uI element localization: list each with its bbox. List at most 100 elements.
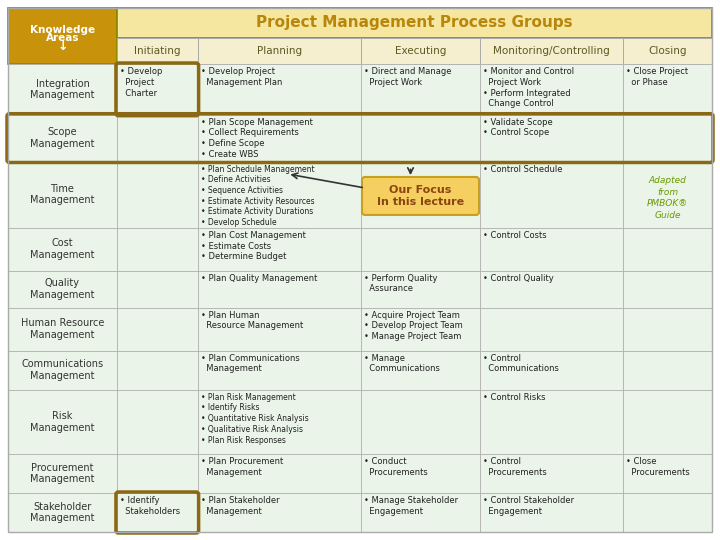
Bar [197, 350, 361, 390]
Text: Integration
Management: Integration Management [30, 78, 95, 100]
Text: • Plan Procurement
  Management: • Plan Procurement Management [201, 457, 283, 477]
Bar [361, 161, 480, 228]
Bar [8, 8, 117, 64]
Bar [624, 228, 712, 271]
Bar [117, 64, 197, 114]
Bar [117, 271, 197, 308]
Text: • Plan Stakeholder
  Management: • Plan Stakeholder Management [201, 496, 279, 516]
Text: Closing: Closing [649, 46, 687, 56]
Text: Cost
Management: Cost Management [30, 239, 95, 260]
Text: Monitoring/Controlling: Monitoring/Controlling [493, 46, 610, 56]
Bar [624, 38, 712, 64]
Text: ↓: ↓ [57, 39, 68, 52]
Bar [197, 114, 361, 161]
Bar [8, 454, 117, 493]
Text: Initiating: Initiating [134, 46, 181, 56]
Text: • Plan Schedule Management
• Define Activities
• Sequence Activities
• Estimate : • Plan Schedule Management • Define Acti… [201, 165, 314, 227]
Bar [117, 493, 197, 532]
Bar [624, 493, 712, 532]
Text: • Develop
  Project
  Charter: • Develop Project Charter [120, 67, 162, 98]
Bar [361, 308, 480, 350]
Bar [117, 228, 197, 271]
Bar [624, 454, 712, 493]
Text: Adapted
from
PMBOK®
Guide: Adapted from PMBOK® Guide [647, 176, 688, 220]
Text: • Control Stakeholder
  Engagement: • Control Stakeholder Engagement [483, 496, 574, 516]
Bar [480, 38, 624, 64]
Bar [361, 390, 480, 454]
Bar [8, 493, 117, 532]
FancyBboxPatch shape [362, 177, 479, 215]
Bar [480, 64, 624, 114]
Bar [117, 350, 197, 390]
Text: Project Management Process Groups: Project Management Process Groups [256, 16, 573, 30]
Text: Scope
Management: Scope Management [30, 127, 95, 149]
Bar [361, 114, 480, 161]
Bar [480, 114, 624, 161]
Text: • Control
  Communications: • Control Communications [483, 354, 559, 373]
Text: Quality
Management: Quality Management [30, 279, 95, 300]
Text: • Manage
  Communications: • Manage Communications [364, 354, 440, 373]
Text: • Conduct
  Procurements: • Conduct Procurements [364, 457, 428, 477]
Bar [197, 64, 361, 114]
Bar [8, 114, 117, 161]
Text: Risk
Management: Risk Management [30, 411, 95, 433]
Text: • Acquire Project Team
• Develop Project Team
• Manage Project Team: • Acquire Project Team • Develop Project… [364, 310, 463, 341]
Text: • Plan Scope Management
• Collect Requirements
• Define Scope
• Create WBS: • Plan Scope Management • Collect Requir… [201, 118, 312, 159]
Bar [480, 308, 624, 350]
Bar [624, 271, 712, 308]
Bar [624, 390, 712, 454]
Bar [480, 493, 624, 532]
Bar [361, 38, 480, 64]
Bar [624, 350, 712, 390]
Bar [197, 271, 361, 308]
Text: • Validate Scope
• Control Scope: • Validate Scope • Control Scope [483, 118, 553, 138]
Bar [8, 161, 117, 228]
Text: • Identify
  Stakeholders: • Identify Stakeholders [120, 496, 180, 516]
Bar [8, 228, 117, 271]
Bar [480, 271, 624, 308]
Bar [624, 64, 712, 114]
Text: • Plan Quality Management: • Plan Quality Management [201, 274, 317, 283]
Bar [8, 271, 117, 308]
Text: Procurement
Management: Procurement Management [30, 463, 95, 484]
Text: Areas: Areas [45, 33, 79, 43]
Text: Human Resource
Management: Human Resource Management [21, 319, 104, 340]
Text: • Close Project
  or Phase: • Close Project or Phase [626, 67, 688, 87]
Text: Executing: Executing [395, 46, 446, 56]
Bar [624, 161, 712, 228]
Bar [480, 454, 624, 493]
Bar [624, 114, 712, 161]
Text: • Control Costs: • Control Costs [483, 231, 546, 240]
Bar [361, 228, 480, 271]
Text: • Monitor and Control
  Project Work
• Perform Integrated
  Change Control: • Monitor and Control Project Work • Per… [483, 67, 574, 108]
Bar [8, 64, 117, 114]
Text: • Manage Stakeholder
  Engagement: • Manage Stakeholder Engagement [364, 496, 458, 516]
Bar [361, 64, 480, 114]
Bar [117, 454, 197, 493]
Text: • Control Risks: • Control Risks [483, 393, 546, 402]
Bar [480, 228, 624, 271]
Bar [624, 308, 712, 350]
Bar [117, 308, 197, 350]
Bar [117, 38, 197, 64]
Text: • Control
  Procurements: • Control Procurements [483, 457, 546, 477]
Bar [197, 228, 361, 271]
Bar [117, 114, 197, 161]
Text: Communications
Management: Communications Management [22, 359, 104, 381]
Bar [361, 493, 480, 532]
Bar [480, 350, 624, 390]
Text: Stakeholder
Management: Stakeholder Management [30, 502, 95, 523]
Bar [361, 271, 480, 308]
Text: • Control Schedule: • Control Schedule [483, 165, 562, 173]
Bar [8, 308, 117, 350]
Text: • Plan Cost Management
• Estimate Costs
• Determine Budget: • Plan Cost Management • Estimate Costs … [201, 231, 305, 261]
Bar [117, 8, 712, 38]
Text: • Perform Quality
  Assurance: • Perform Quality Assurance [364, 274, 438, 293]
Bar [197, 454, 361, 493]
Text: Our Focus
In this lecture: Our Focus In this lecture [377, 185, 464, 207]
Bar [480, 390, 624, 454]
Text: • Direct and Manage
  Project Work: • Direct and Manage Project Work [364, 67, 451, 87]
Text: • Develop Project
  Management Plan: • Develop Project Management Plan [201, 67, 282, 87]
Bar [117, 390, 197, 454]
Text: • Plan Risk Management
• Identify Risks
• Quantitative Risk Analysis
• Qualitati: • Plan Risk Management • Identify Risks … [201, 393, 308, 444]
